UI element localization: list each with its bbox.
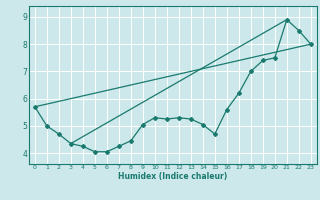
X-axis label: Humidex (Indice chaleur): Humidex (Indice chaleur): [118, 172, 228, 181]
